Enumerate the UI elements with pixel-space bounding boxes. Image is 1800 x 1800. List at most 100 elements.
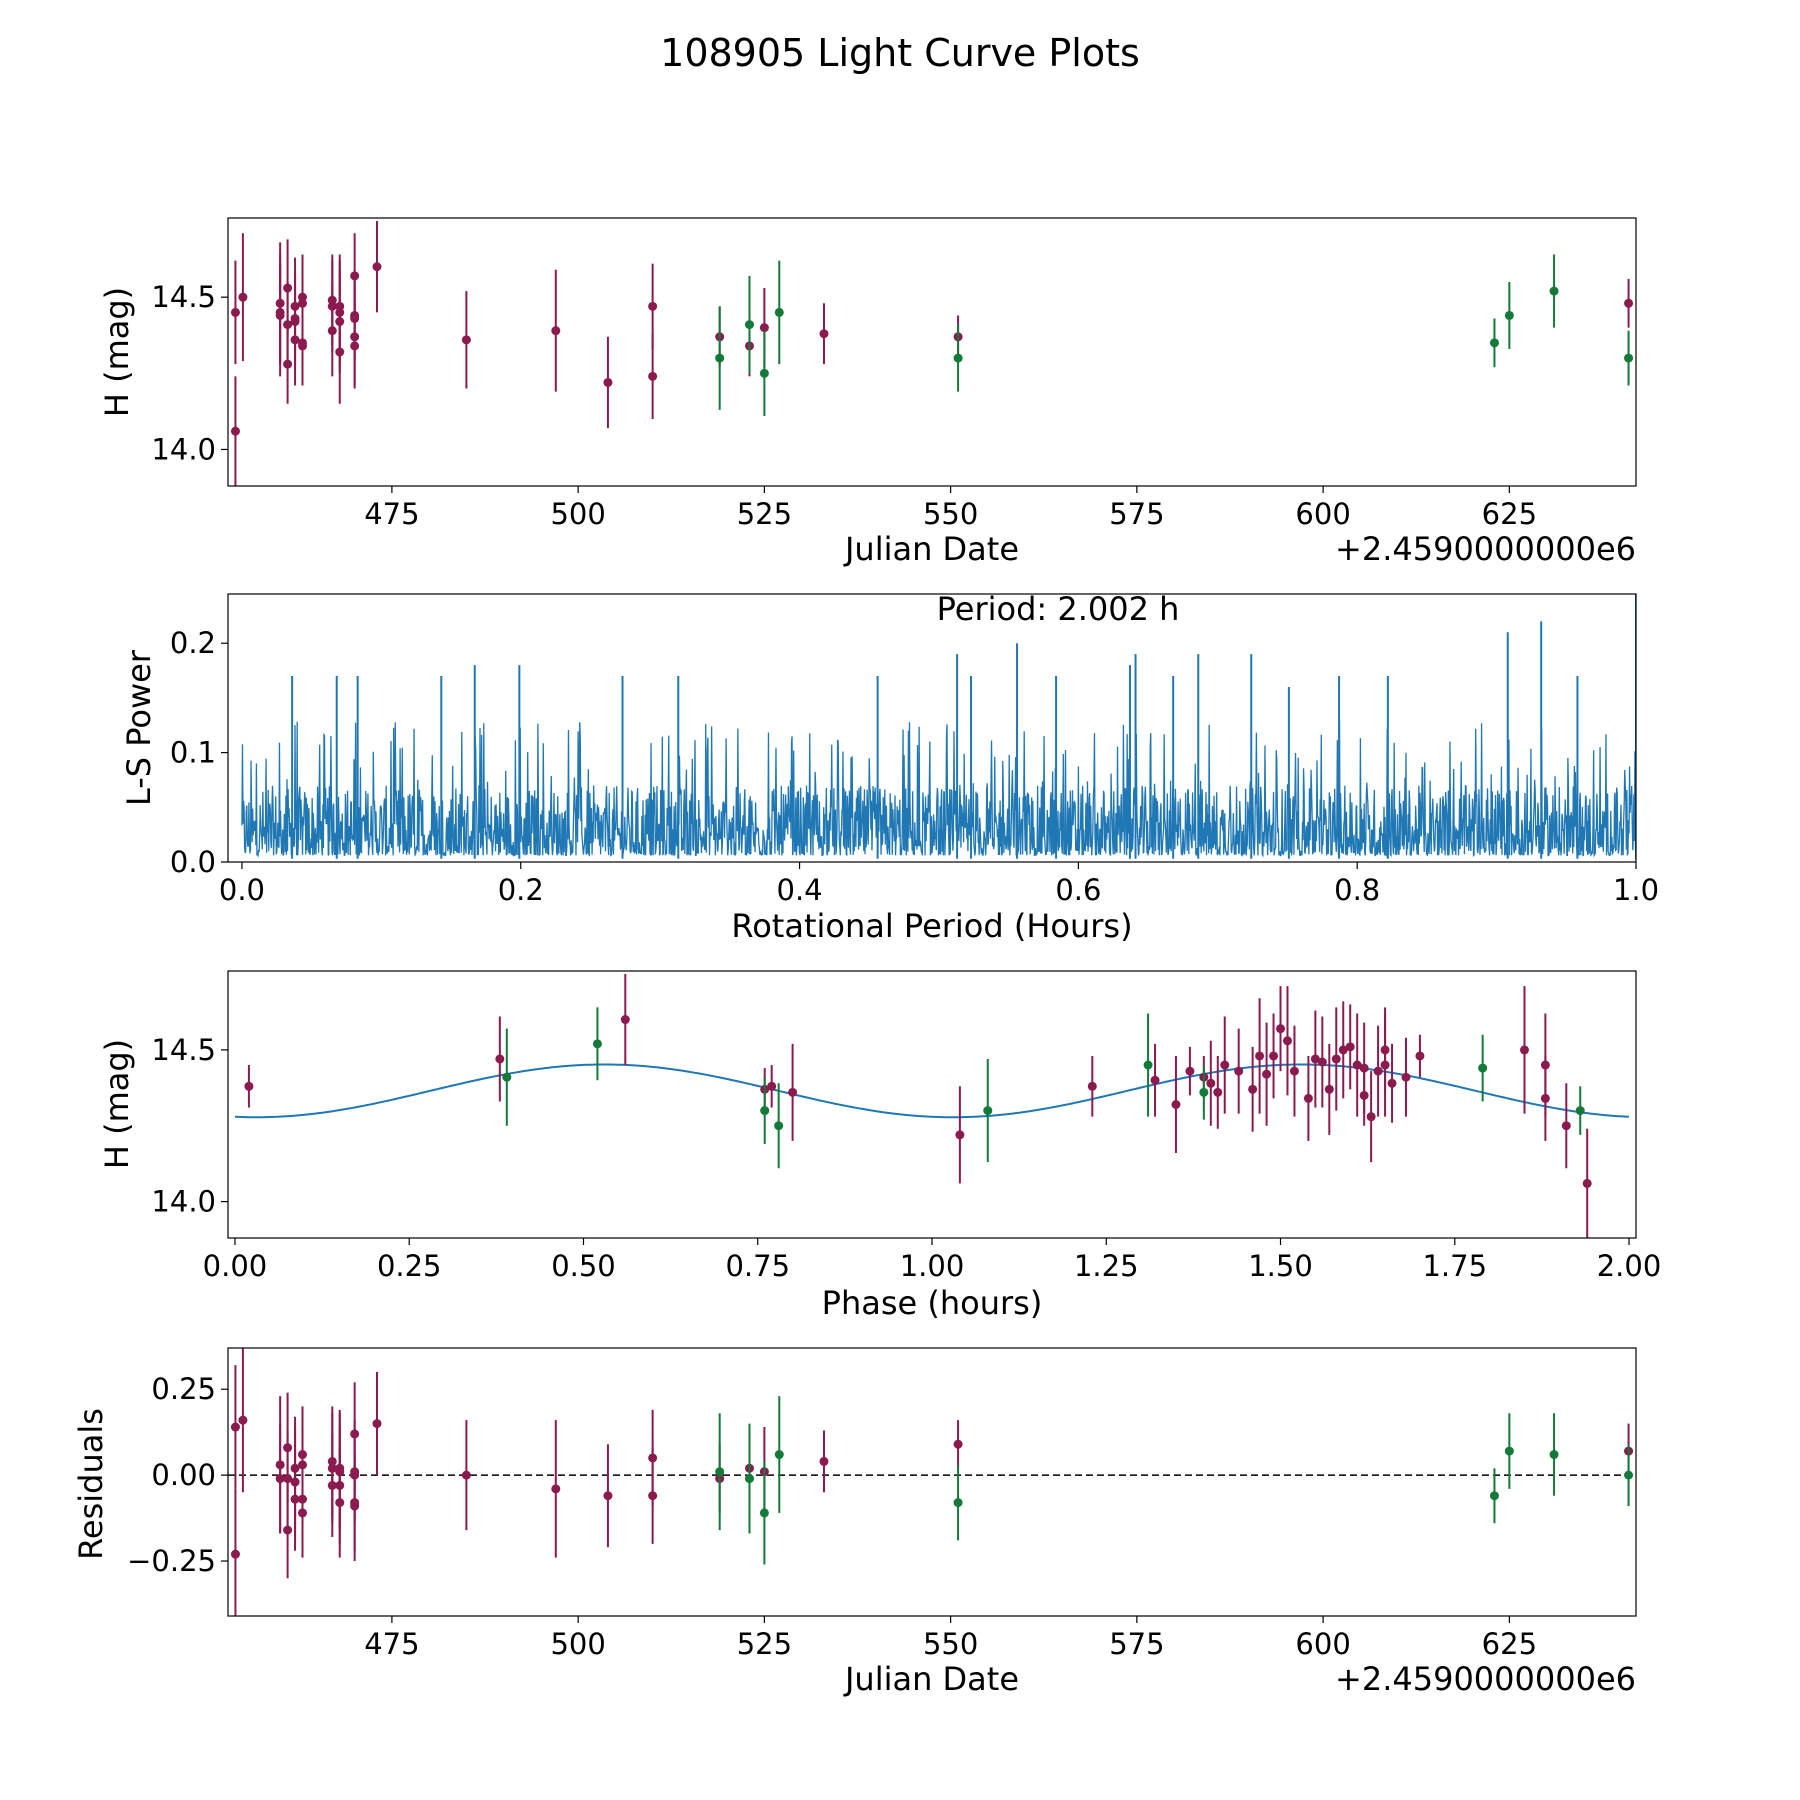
lightcurve-panel: 475 500 525 550 575 600 625 14.0 14.5 Julian Dat…	[98, 217, 1637, 568]
lightcurve-point-red	[759, 323, 769, 333]
periodogram-ytick-label: 0.0	[170, 845, 216, 879]
phased-point-red	[1310, 1054, 1320, 1064]
phased-xlabel: Phase (hours)	[822, 1284, 1043, 1322]
phased-point-green	[1575, 1106, 1585, 1116]
lightcurve-ytick-label: 14.5	[151, 280, 216, 314]
lightcurve-xtick-label: 525	[737, 497, 792, 531]
lightcurve-ytick-label: 14.0	[151, 432, 216, 466]
phased-point-red	[1401, 1072, 1411, 1082]
phased-point-red	[1540, 1093, 1550, 1103]
phased-xtick-label: 2.00	[1597, 1249, 1662, 1283]
phased-point-green	[774, 1121, 784, 1131]
phased-point-red	[1282, 1036, 1292, 1046]
phased-point-red	[955, 1130, 965, 1140]
phased-point-red	[1352, 1060, 1362, 1070]
lightcurve-point-red	[335, 307, 345, 317]
residuals-point-red	[350, 1470, 360, 1480]
lightcurve-point-red	[551, 326, 561, 336]
periodogram-power-line	[241, 720, 1636, 858]
periodogram-xtick-label: 0.8	[1334, 873, 1380, 907]
phased-point-green	[1478, 1063, 1488, 1073]
lightcurve-point-green	[715, 353, 725, 363]
residuals-axes-frame	[227, 1347, 1637, 1617]
residuals-point-red	[551, 1484, 561, 1494]
residuals-point-green	[1489, 1491, 1499, 1501]
residuals-xlabel: Julian Date	[843, 1660, 1019, 1698]
lightcurve-axes-frame	[227, 217, 1637, 487]
periodogram-xtick-label: 0.6	[1055, 873, 1101, 907]
phased-point-red	[1220, 1060, 1230, 1070]
phased-point-red	[1366, 1112, 1376, 1122]
periodogram-xlabel: Rotational Period (Hours)	[731, 907, 1132, 945]
residuals-point-red	[327, 1463, 337, 1473]
residuals-point-red	[283, 1474, 293, 1484]
residuals-point-red	[297, 1494, 307, 1504]
lightcurve-point-red	[461, 335, 471, 345]
residuals-xtick-label: 525	[737, 1627, 792, 1661]
residuals-point-green	[1504, 1446, 1514, 1456]
residuals-xtick-label: 550	[923, 1627, 978, 1661]
phased-point-red	[1150, 1075, 1160, 1085]
phased-point-red	[1387, 1078, 1397, 1088]
residuals-point-red	[230, 1422, 240, 1432]
lightcurve-point-red	[648, 301, 658, 311]
lightcurve-point-green	[744, 320, 754, 330]
phased-point-green	[592, 1039, 602, 1049]
residuals-point-red	[461, 1470, 471, 1480]
phased-point-red	[1415, 1051, 1425, 1061]
lightcurve-xtick-label: 600	[1295, 497, 1350, 531]
phased-point-red	[1582, 1178, 1592, 1188]
periodogram-annotation: Period: 2.002 h	[937, 590, 1180, 628]
periodogram-ytick-label: 0.2	[170, 626, 216, 660]
periodogram-axes-frame	[227, 593, 1637, 863]
phased-xtick-label: 1.50	[1248, 1249, 1313, 1283]
residuals-point-red	[372, 1419, 382, 1429]
lightcurve-point-green	[1489, 338, 1499, 348]
residuals-point-red	[290, 1477, 300, 1487]
lightcurve-point-red	[648, 371, 658, 381]
lightcurve-point-green	[1624, 353, 1634, 363]
phased-point-red	[788, 1087, 798, 1097]
residuals-point-green	[953, 1498, 963, 1508]
phased-point-red	[1345, 1042, 1355, 1052]
phased-point-red	[1185, 1066, 1195, 1076]
phased-point-red	[1213, 1087, 1223, 1097]
phased-point-green	[983, 1106, 993, 1116]
residuals-point-red	[283, 1525, 293, 1535]
lightcurve-point-green	[1549, 286, 1559, 296]
residuals-point-green	[744, 1474, 754, 1484]
lightcurve-point-red	[327, 326, 337, 336]
phased-point-green	[1143, 1060, 1153, 1070]
phased-point-red	[1262, 1069, 1272, 1079]
lightcurve-xtick-label: 575	[1109, 497, 1164, 531]
lightcurve-point-green	[953, 353, 963, 363]
phased-xtick-label: 0.50	[551, 1249, 616, 1283]
periodogram-xtick-label: 0.4	[777, 873, 823, 907]
phased-point-red	[1206, 1078, 1216, 1088]
residuals-point-red	[819, 1456, 829, 1466]
residuals-point-red	[230, 1549, 240, 1559]
lightcurve-point-red	[603, 377, 613, 387]
residuals-point-red	[238, 1415, 248, 1425]
lightcurve-xtick-label: 550	[923, 497, 978, 531]
phased-panel: 0.00 0.25 0.50 0.75 1.00 1.25 1.50 1.75 2.00 14.0…	[98, 970, 1662, 1322]
periodogram-xtick-label: 0.2	[498, 873, 544, 907]
lightcurve-point-green	[774, 307, 784, 317]
lightcurve-xtick-label: 500	[550, 497, 605, 531]
phased-point-red	[1338, 1045, 1348, 1055]
phased-point-green	[502, 1072, 512, 1082]
phased-ytick-label: 14.0	[151, 1185, 216, 1219]
periodogram-xtick-label: 0.0	[219, 873, 265, 907]
residuals-ytick-label: 0.25	[151, 1372, 216, 1406]
phased-point-green	[760, 1106, 770, 1116]
residuals-x-offset: +2.4590000000e6	[1335, 1660, 1636, 1698]
residuals-point-green	[759, 1508, 769, 1518]
residuals-point-green	[1624, 1470, 1634, 1480]
residuals-ytick-label: −0.25	[127, 1544, 216, 1578]
phased-ytick-label: 14.5	[151, 1033, 216, 1067]
phased-point-red	[1359, 1090, 1369, 1100]
lightcurve-point-green	[1504, 310, 1514, 320]
phased-point-red	[1234, 1066, 1244, 1076]
phased-point-green	[1199, 1087, 1209, 1097]
